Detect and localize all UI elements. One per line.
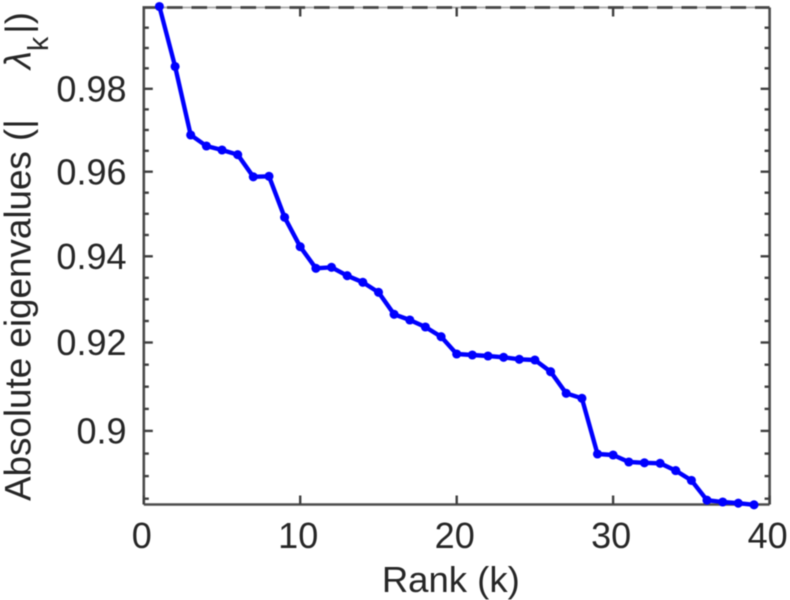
svg-text:20: 20	[435, 515, 475, 556]
svg-text:Rank (k): Rank (k)	[382, 559, 520, 600]
svg-text:10: 10	[278, 515, 318, 556]
svg-text:0.94: 0.94	[56, 236, 126, 277]
svg-text:0.98: 0.98	[56, 69, 126, 110]
svg-text:0.9: 0.9	[76, 411, 126, 452]
svg-text:0.96: 0.96	[56, 151, 126, 192]
svg-text:0: 0	[132, 515, 152, 556]
svg-text:30: 30	[591, 515, 631, 556]
svg-text:0.92: 0.92	[56, 322, 126, 363]
svg-text:40: 40	[748, 515, 788, 556]
